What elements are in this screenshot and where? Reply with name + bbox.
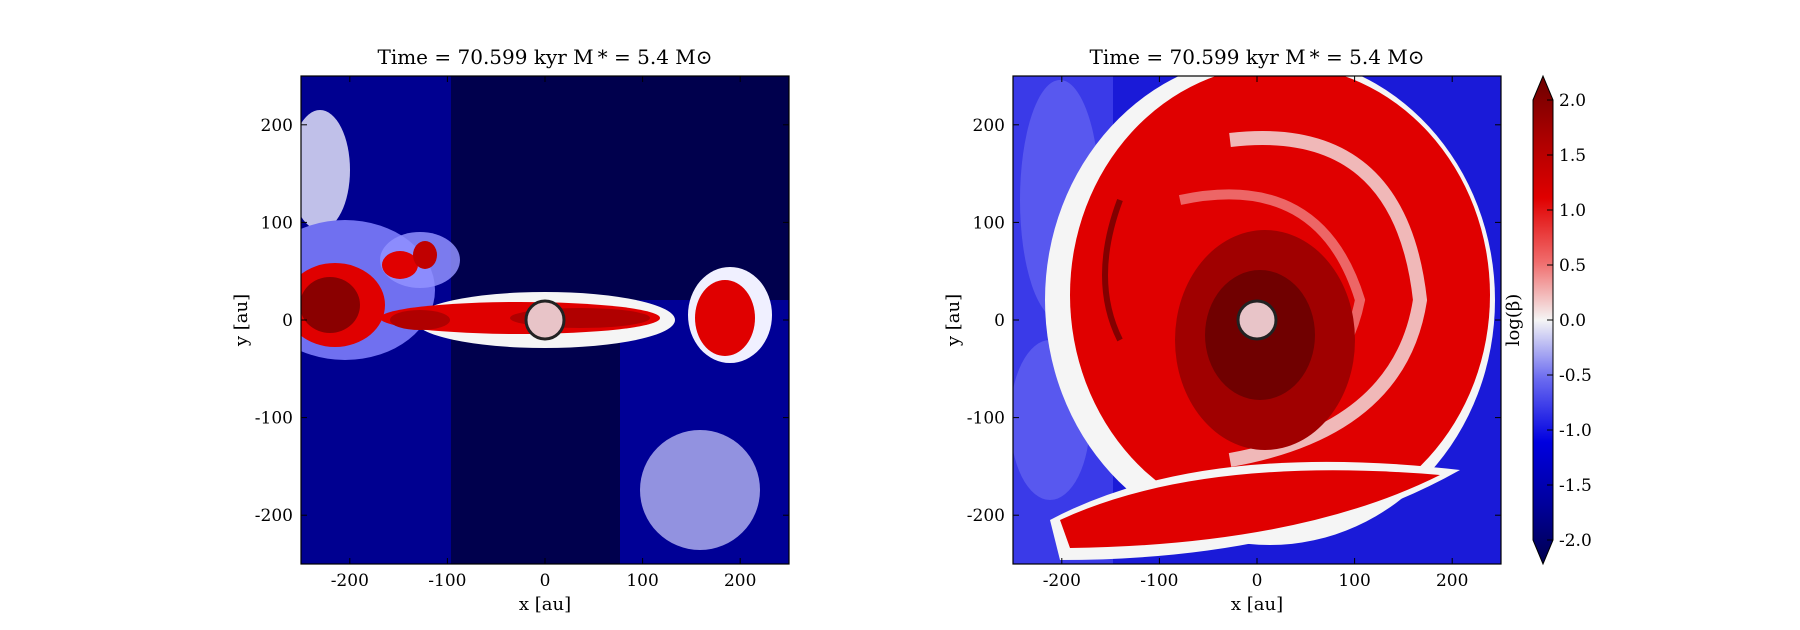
- right-y-axis-label: y [au]: [943, 294, 964, 347]
- left-y-tick-label: 0: [282, 311, 293, 331]
- left-x-tick-label: 200: [724, 571, 756, 591]
- left-x-tick-label: -200: [331, 571, 369, 591]
- right-panel: Time = 70.599 kyr M * = 5.4 M⊙ -200 -100 0…: [943, 45, 1502, 615]
- colorbar-label: log(β): [1503, 294, 1524, 347]
- right-x-tick-label: 100: [1338, 571, 1370, 591]
- right-axes: -200 -100 0 100 200 200 100 0 -100 -200: [967, 76, 1501, 591]
- colorbar-ticks: 2.0 1.5 1.0 0.5 0.0 -0.5 -1.0 -1.5 -2.0: [1547, 91, 1592, 551]
- left-y-axis-label: y [au]: [231, 294, 252, 347]
- colorbar-tick-label: 2.0: [1559, 91, 1586, 111]
- left-y-tick-label: 100: [261, 213, 293, 233]
- left-x-tick-label: -100: [428, 571, 466, 591]
- right-y-tick-label: -200: [967, 506, 1005, 526]
- right-x-axis-label: x [au]: [1231, 594, 1283, 615]
- colorbar-tick-label: -2.0: [1559, 531, 1592, 551]
- colorbar-tick-label: 0.5: [1559, 256, 1586, 276]
- right-x-tick-label: 200: [1436, 571, 1468, 591]
- right-x-tick-label: 0: [1252, 571, 1263, 591]
- right-y-tick-label: 100: [973, 213, 1005, 233]
- right-x-tick-label: -100: [1140, 571, 1178, 591]
- colorbar-tick-label: 1.5: [1559, 146, 1586, 166]
- left-heatmap: [301, 76, 789, 564]
- left-y-tick-label: -100: [255, 409, 293, 429]
- left-x-axis-label: x [au]: [519, 594, 571, 615]
- left-y-tick-label: 200: [261, 116, 293, 136]
- left-axes: -200 -100 0 100 200 200 100 0 -100 -200: [255, 76, 789, 591]
- right-panel-title: Time = 70.599 kyr M * = 5.4 M⊙: [1089, 45, 1424, 69]
- left-sink-marker: [524, 299, 566, 341]
- colorbar-tick-label: -1.5: [1559, 476, 1592, 496]
- colorbar-tick-label: 0.0: [1559, 311, 1586, 331]
- colorbar: 2.0 1.5 1.0 0.5 0.0 -0.5 -1.0 -1.5 -2.0 log(β): [1503, 74, 1592, 566]
- left-panel: Time = 70.599 kyr M * = 5.4 M⊙ -200 -100 0…: [231, 45, 790, 615]
- right-y-tick-label: 0: [994, 311, 1005, 331]
- colorbar-tick-label: -1.0: [1559, 421, 1592, 441]
- right-x-tick-label: -200: [1043, 571, 1081, 591]
- left-x-tick-label: 0: [540, 571, 551, 591]
- right-sink-marker: [1236, 299, 1278, 341]
- right-y-tick-label: 200: [973, 116, 1005, 136]
- colorbar-tick-label: 1.0: [1559, 201, 1586, 221]
- left-x-tick-label: 100: [626, 571, 658, 591]
- colorbar-tick-label: -0.5: [1559, 366, 1592, 386]
- right-y-tick-label: -100: [967, 409, 1005, 429]
- left-panel-title: Time = 70.599 kyr M * = 5.4 M⊙: [377, 45, 712, 69]
- left-y-tick-label: -200: [255, 506, 293, 526]
